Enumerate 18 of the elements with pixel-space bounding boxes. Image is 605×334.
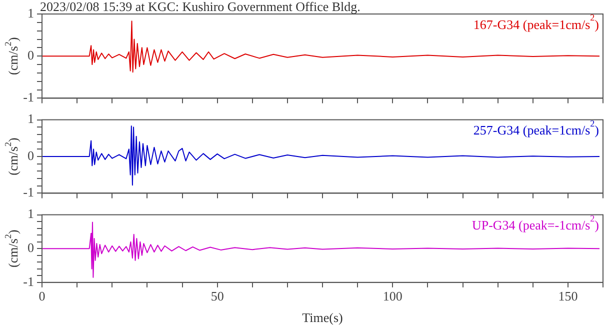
y-tick-label: 0 — [28, 48, 34, 63]
y-axis-title: (cm/s2) — [3, 230, 20, 268]
y-tick-label: -1 — [23, 184, 34, 200]
y-tick-label: -1 — [23, 274, 34, 289]
y-axis-title: (cm/s2) — [3, 138, 20, 176]
y-tick-label: 1 — [28, 5, 34, 20]
x-tick-label: 150 — [558, 288, 578, 304]
x-tick-label: 0 — [38, 288, 46, 304]
x-axis-title: Time(s) — [302, 310, 343, 325]
chart-title: 2023/02/08 15:39 at KGC: Kushiro Government Office Bldg. — [40, 0, 360, 14]
y-tick-label: 1 — [28, 111, 34, 126]
x-tick-label: 100 — [382, 288, 402, 304]
y-tick-label: 1 — [28, 206, 34, 222]
y-axis-title: (cm/s2) — [3, 37, 20, 75]
x-tick-label: 50 — [210, 288, 224, 304]
y-tick-label: 0 — [28, 148, 34, 163]
y-tick-label: 0 — [28, 240, 34, 256]
y-tick-label: -1 — [23, 90, 34, 105]
